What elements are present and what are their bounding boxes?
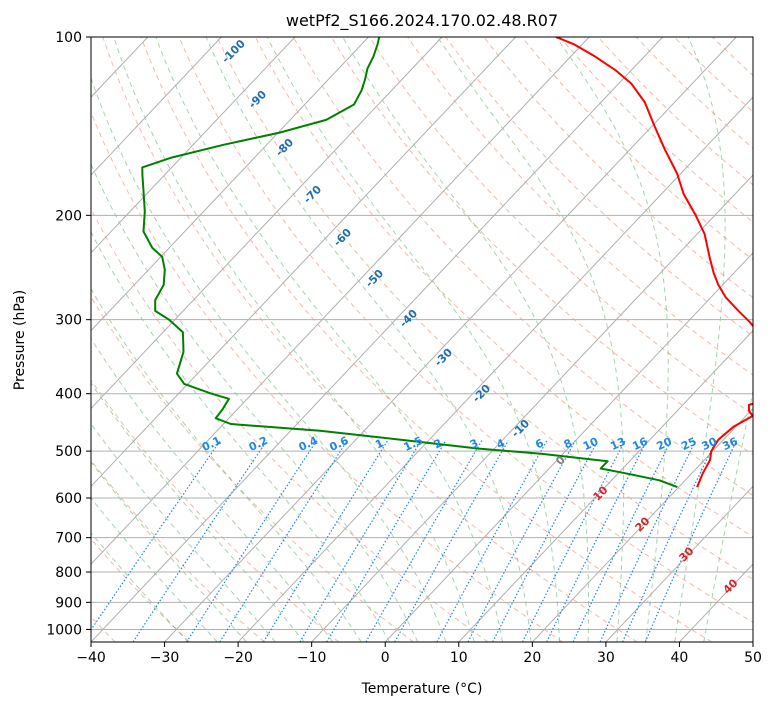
moist-adiabat bbox=[91, 288, 362, 642]
x-tick-label: 40 bbox=[671, 650, 689, 666]
mixing-ratio-label: 36 bbox=[720, 435, 740, 453]
moist-adiabat bbox=[91, 461, 247, 642]
mixing-ratio-line bbox=[492, 440, 599, 642]
mixing-ratio-label: 10 bbox=[581, 435, 601, 453]
mixing-ratio-line bbox=[91, 440, 221, 631]
data-series bbox=[141, 37, 753, 489]
dry-adiabat bbox=[140, 37, 713, 642]
y-tick-label: 600 bbox=[55, 491, 82, 507]
x-tick-label: −10 bbox=[297, 650, 327, 666]
mixing-ratio-line bbox=[262, 440, 389, 642]
x-axis-ticks: −40 −30 −20 −10 0 10 20 30 40 50 bbox=[76, 642, 762, 666]
mixing-ratio-line bbox=[132, 440, 268, 642]
mixing-ratio-line bbox=[299, 440, 422, 642]
mixing-ratio-line bbox=[546, 440, 648, 642]
dry-adiabat bbox=[216, 37, 753, 580]
isotherm-line bbox=[458, 329, 753, 642]
mixing-ratio-label: 16 bbox=[630, 435, 650, 453]
mixing-ratio-line bbox=[436, 440, 548, 642]
isotherm-line bbox=[91, 37, 222, 176]
y-tick-label: 800 bbox=[55, 565, 82, 581]
dewpoint-profile-line bbox=[141, 37, 678, 489]
y-tick-label: 200 bbox=[55, 208, 82, 224]
y-tick-label: 100 bbox=[55, 30, 82, 46]
moist-adiabat bbox=[674, 37, 726, 642]
moist-adiabats bbox=[91, 37, 753, 642]
isotherm-line bbox=[384, 252, 753, 642]
moist-adiabat bbox=[91, 497, 218, 642]
moist-adiabat bbox=[91, 532, 189, 642]
dry-adiabat bbox=[483, 37, 753, 299]
mixing-ratio-label: 20 bbox=[655, 435, 675, 453]
moist-adiabat bbox=[113, 37, 475, 642]
isotherm-line bbox=[91, 37, 590, 565]
moist-adiabat bbox=[91, 382, 305, 642]
x-tick-label: 0 bbox=[381, 650, 390, 666]
temperature-profile-line bbox=[555, 37, 753, 488]
grid-lines bbox=[91, 37, 753, 642]
x-tick-label: −40 bbox=[76, 650, 106, 666]
mixing-ratio-line bbox=[365, 440, 483, 642]
moist-adiabat bbox=[155, 37, 504, 642]
dry-adiabat bbox=[91, 459, 265, 642]
y-tick-label: 1000 bbox=[46, 622, 82, 638]
moist-adiabat bbox=[91, 76, 447, 642]
moist-adiabat bbox=[555, 37, 669, 642]
x-tick-label: 50 bbox=[744, 650, 762, 666]
dry-adiabat bbox=[91, 111, 563, 642]
y-tick-label: 400 bbox=[55, 387, 82, 403]
moist-adiabat bbox=[91, 422, 276, 642]
moist-adiabat bbox=[436, 37, 625, 642]
isotherm-line bbox=[237, 96, 753, 642]
mixing-ratio-line bbox=[326, 440, 447, 642]
x-tick-label: −30 bbox=[150, 650, 180, 666]
x-axis-label: Temperature (°C) bbox=[361, 681, 483, 697]
dry-adiabat bbox=[91, 207, 489, 642]
x-tick-label: 20 bbox=[523, 650, 541, 666]
mixing-ratio-label: 30 bbox=[700, 435, 720, 453]
moist-adiabat bbox=[266, 37, 561, 642]
moist-adiabat bbox=[342, 37, 589, 642]
dry-adiabat bbox=[178, 37, 753, 623]
y-axis-ticks: 1000 900 800 700 600 500 400 300 200 100 bbox=[46, 30, 91, 638]
isotherm-line bbox=[605, 485, 753, 642]
mixing-ratio-line bbox=[186, 440, 318, 642]
y-tick-label: 500 bbox=[55, 444, 82, 460]
plot-content: 0.1 0.2 0.4 0.6 1 1.5 2 3 4 6 8 10 13 16 20 25 30 36-100-… bbox=[91, 37, 753, 642]
isotherm-line bbox=[91, 37, 443, 410]
y-tick-label: 700 bbox=[55, 531, 82, 547]
isotherm-line bbox=[164, 37, 737, 642]
isotherm-line bbox=[91, 37, 369, 332]
y-tick-label: 300 bbox=[55, 313, 82, 329]
chart-title: wetPf2_S166.2024.170.02.48.R07 bbox=[286, 11, 558, 31]
mixing-ratio-label: 13 bbox=[608, 435, 627, 453]
dry-adiabat bbox=[407, 37, 753, 376]
moist-adiabat bbox=[91, 231, 390, 642]
isotherm-line bbox=[91, 37, 296, 254]
y-axis-label: Pressure (hPa) bbox=[12, 290, 28, 390]
x-tick-label: −20 bbox=[223, 650, 253, 666]
isotherm-line bbox=[91, 37, 516, 488]
mixing-ratio-lines bbox=[91, 440, 738, 642]
isotherm-line bbox=[531, 407, 753, 642]
moist-adiabat bbox=[91, 162, 419, 642]
isotherm-line bbox=[311, 174, 753, 642]
mixing-ratio-line bbox=[219, 440, 348, 642]
mixing-ratio-line bbox=[572, 440, 672, 642]
dry-adiabat bbox=[292, 37, 753, 497]
isotherm-line bbox=[91, 37, 664, 642]
x-tick-label: 10 bbox=[450, 650, 468, 666]
plot-frame bbox=[90, 36, 754, 643]
mixing-ratio-label: 25 bbox=[679, 435, 698, 453]
y-tick-label: 900 bbox=[55, 595, 82, 611]
x-tick-label: 30 bbox=[597, 650, 615, 666]
dry-adiabat bbox=[102, 37, 638, 642]
mixing-ratio-line bbox=[467, 440, 576, 642]
